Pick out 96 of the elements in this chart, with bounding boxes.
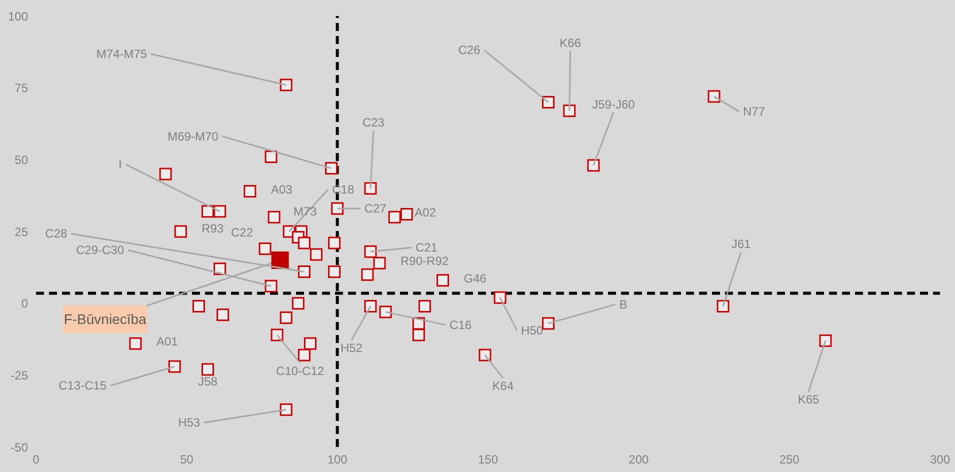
data-label: C29-C30: [76, 243, 124, 258]
point: [214, 205, 226, 218]
point: [400, 208, 413, 221]
data-label: C23: [362, 115, 385, 130]
data-label: R93: [202, 222, 224, 236]
data-label: J59-J60: [592, 97, 636, 112]
point: [202, 205, 214, 218]
data-label: A01: [156, 334, 178, 349]
x-tick-label: 200: [628, 452, 649, 467]
point: [298, 236, 310, 250]
point: [373, 256, 386, 270]
data-label: H50: [521, 324, 544, 338]
data-label: J61: [731, 237, 752, 252]
x-tick-label: 0: [32, 452, 40, 467]
point: [494, 291, 506, 304]
data-label: C28: [45, 226, 68, 241]
text: F-Būvniecība: [64, 311, 147, 328]
point: [331, 202, 344, 215]
point: [280, 311, 292, 324]
data-label: N77: [743, 104, 766, 118]
data-label: C13-C15: [58, 378, 107, 393]
point: [542, 96, 555, 108]
point: [298, 265, 310, 278]
data-label: M73: [294, 204, 318, 218]
point: [328, 236, 341, 250]
point: [192, 300, 205, 312]
point: [716, 300, 730, 312]
point: [364, 300, 377, 312]
point: [174, 225, 187, 238]
point: [264, 280, 278, 292]
point: [388, 210, 401, 224]
point: [361, 268, 374, 281]
x-tick-label: 300: [930, 452, 950, 467]
data-label: M69-M70: [168, 129, 219, 144]
x-tick-label: 150: [478, 452, 498, 467]
data-label: K64: [492, 379, 514, 394]
point: [271, 251, 289, 269]
point: [325, 162, 338, 175]
data-label: B: [619, 297, 628, 312]
point: [258, 242, 272, 255]
point: [563, 104, 576, 118]
data-label: C10-C12: [276, 364, 324, 378]
point: [304, 337, 316, 350]
data-label: H53: [178, 416, 200, 430]
data-label: C18: [332, 182, 354, 196]
point: [310, 248, 322, 261]
point: [412, 328, 425, 342]
y-tick-label: 75: [14, 81, 28, 96]
point: [202, 363, 214, 376]
point: [244, 185, 256, 198]
data-label: C27: [364, 202, 387, 216]
data-label: J58: [198, 374, 218, 388]
point: [587, 159, 600, 172]
y-tick-label: 100: [8, 9, 28, 24]
point: [298, 348, 310, 362]
point: [216, 308, 230, 322]
data-label: I: [118, 157, 122, 172]
data-label: C21: [415, 240, 438, 255]
y-tick-label: 25: [14, 224, 28, 239]
y-tick-label: 50: [14, 152, 28, 167]
data-label: K65: [798, 392, 820, 407]
y-tick-label: 0: [21, 296, 28, 311]
point: [159, 168, 172, 180]
data-label: G46: [464, 271, 487, 286]
point: [328, 265, 341, 278]
data-label: A02: [414, 205, 436, 220]
point: [819, 334, 832, 347]
point: [280, 78, 292, 92]
point: [270, 328, 284, 342]
y-tick-label: -25: [10, 368, 28, 382]
point: [268, 210, 280, 224]
data-label: H52: [340, 341, 363, 356]
data-label: C26: [458, 43, 481, 58]
point: [129, 337, 142, 350]
point: [542, 317, 555, 330]
point: [708, 90, 720, 103]
point: [418, 300, 431, 312]
point: [280, 403, 292, 416]
data-label: C22: [231, 226, 254, 240]
point: [264, 150, 278, 164]
y-tick-label: -50: [10, 440, 28, 454]
point: [364, 182, 377, 195]
point: [436, 274, 450, 287]
data-label: M74-M75: [96, 46, 148, 61]
point: [478, 348, 492, 362]
point: [379, 306, 392, 318]
x-tick-label: 250: [779, 452, 800, 467]
point: [364, 245, 377, 258]
data-label: C16: [450, 318, 472, 332]
point: [292, 297, 304, 310]
x-tick-label: 100: [327, 452, 348, 467]
data-label: R90-R92: [400, 254, 449, 268]
point: [168, 360, 181, 373]
data-label: A03: [270, 182, 293, 196]
data-label: K66: [560, 36, 582, 50]
x-tick-label: 50: [180, 452, 194, 467]
